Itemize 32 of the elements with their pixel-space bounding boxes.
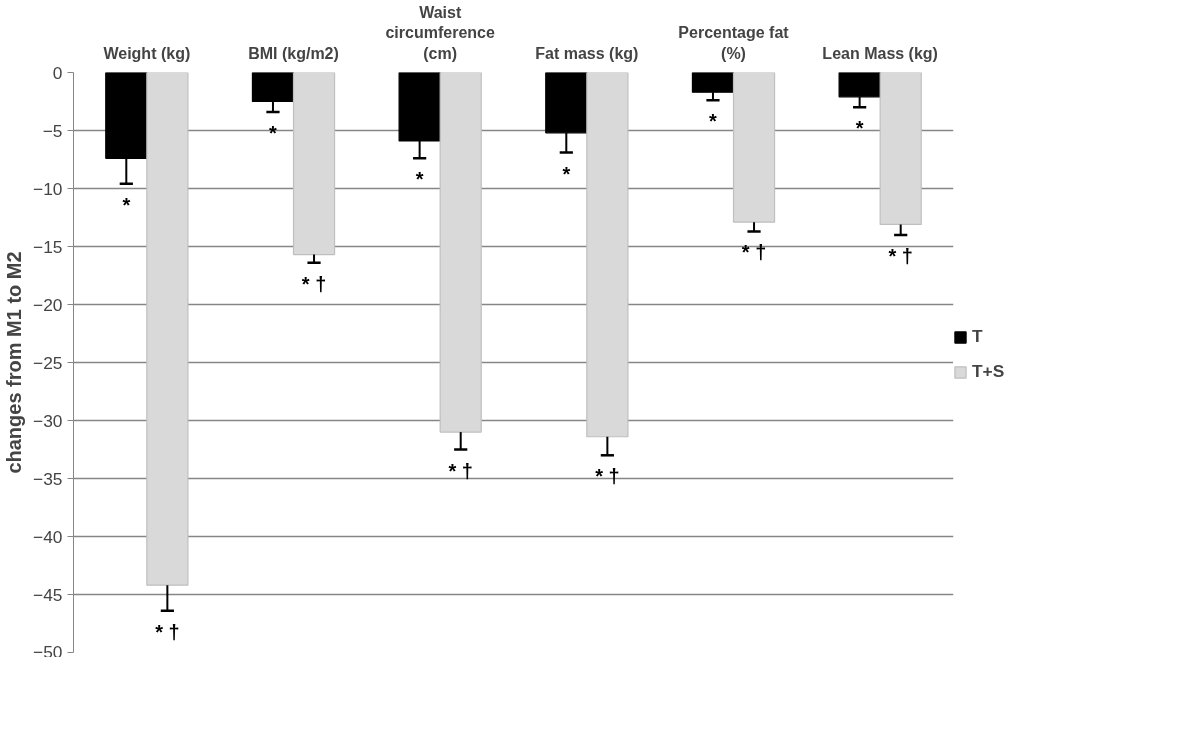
- legend-label: T+S: [972, 361, 1005, 382]
- y-axis-title: changes from M1 to M2: [3, 251, 26, 474]
- x-tick-label: Fat mass (kg): [535, 44, 639, 62]
- annotation: * †: [155, 620, 180, 643]
- y-tick-label: −50: [33, 641, 63, 662]
- x-tick-label: Waist circumference (cm): [385, 3, 495, 62]
- y-tick-label: −10: [33, 178, 63, 199]
- y-tick-label: −35: [33, 468, 63, 489]
- x-tick-label: BMI (kg/m2): [248, 44, 339, 62]
- annotation: *: [269, 121, 278, 144]
- y-tick-label: −20: [33, 294, 63, 315]
- x-tick-label: Weight (kg): [103, 44, 191, 62]
- legend-label: T: [972, 326, 984, 347]
- y-tick-label: −25: [33, 352, 63, 373]
- x-tick-label: Lean Mass (kg): [822, 44, 938, 62]
- y-tick-label: −40: [33, 526, 63, 547]
- annotation: * †: [448, 459, 473, 482]
- y-tick-label: −30: [33, 410, 63, 431]
- annotation: * †: [741, 241, 767, 264]
- annotation: * †: [888, 244, 913, 267]
- y-tick-label: −15: [33, 236, 63, 257]
- annotation: *: [415, 168, 424, 191]
- annotation: *: [709, 110, 718, 133]
- x-tick-label: Percentage fat (%): [678, 24, 790, 62]
- annotation: *: [122, 193, 131, 216]
- y-tick-label: 0: [52, 62, 63, 83]
- annotation: *: [562, 162, 571, 185]
- y-tick-label: −5: [42, 120, 63, 141]
- annotation: * †: [595, 465, 620, 488]
- y-tick-label: −45: [33, 584, 63, 605]
- annotation: * †: [301, 272, 327, 295]
- annotation: *: [855, 117, 864, 140]
